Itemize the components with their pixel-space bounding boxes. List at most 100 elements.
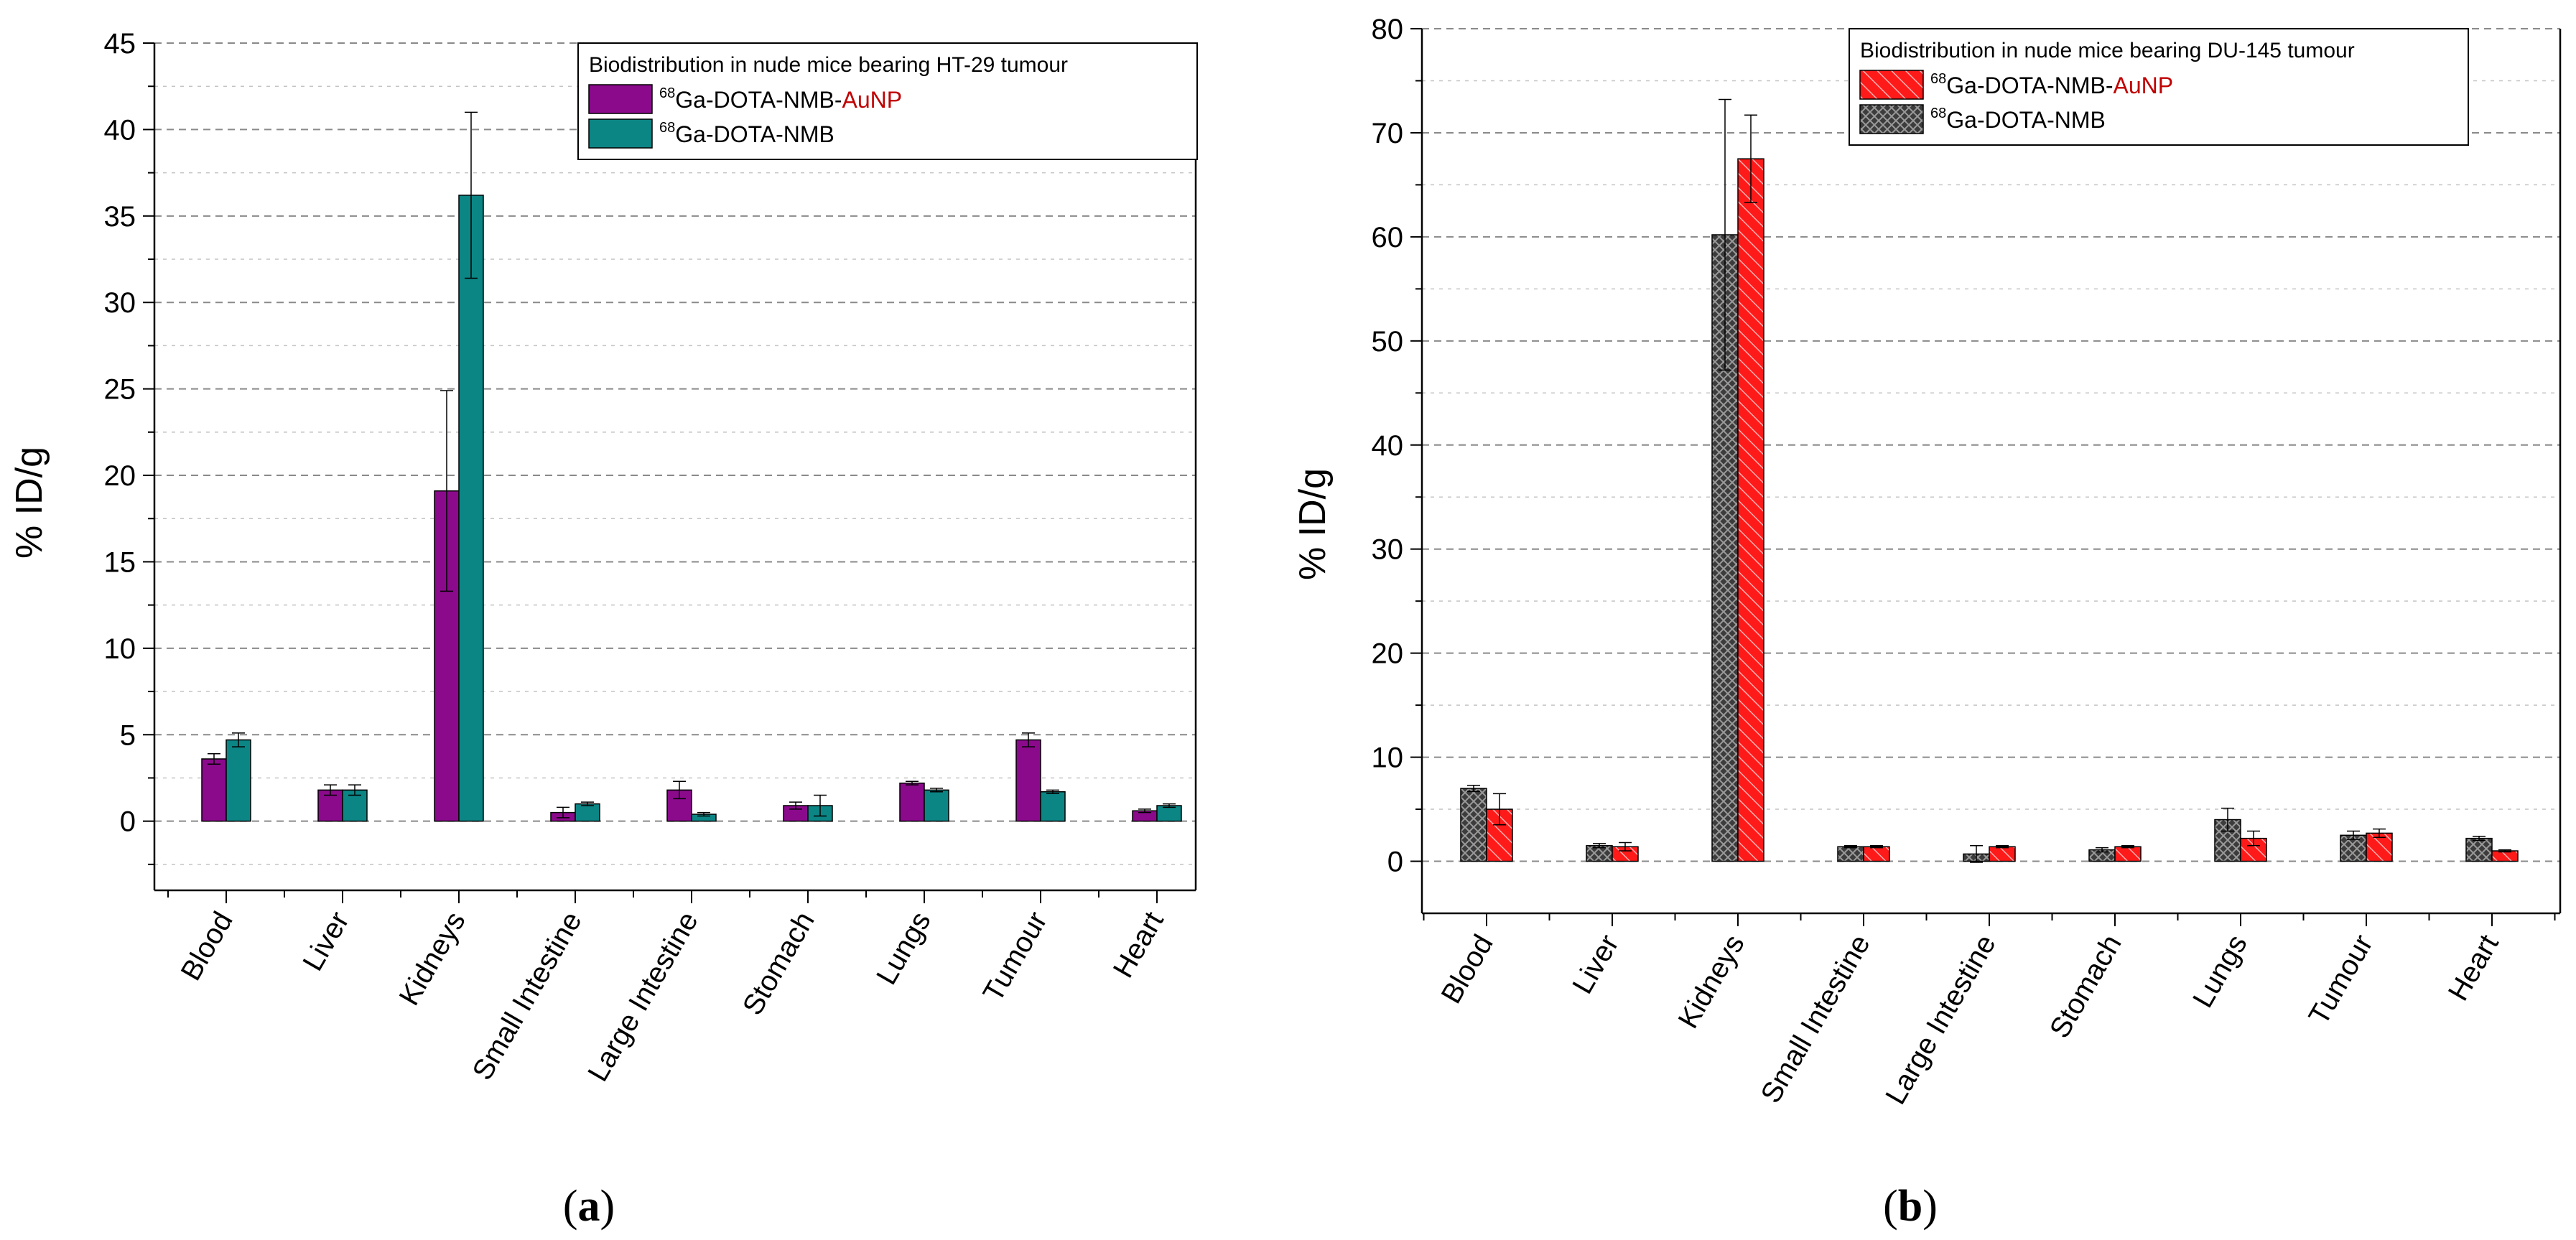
chart-a-panel-label: (a) bbox=[563, 1182, 615, 1231]
chart-a-bar-2-small-intestine bbox=[575, 803, 600, 822]
chart-a-xtick-label-liver: Liver bbox=[297, 907, 355, 976]
chart-a-xtick-label-kidneys: Kidneys bbox=[394, 907, 472, 1011]
chart-b-errorbar-2-2 bbox=[1619, 842, 1632, 852]
chart-b-axes bbox=[1410, 28, 2562, 926]
chart-b-ytick-label: 20 bbox=[1372, 638, 1404, 670]
chart-b-legend-title: Biodistribution in nude mice bearing DU-… bbox=[1860, 39, 2355, 62]
chart-b-ytick-label: 60 bbox=[1372, 222, 1404, 253]
chart-a-ytick-label: 0 bbox=[120, 806, 136, 838]
chart-b-errorbar-2-8 bbox=[2373, 828, 2386, 838]
chart-a-errorbar-1-8 bbox=[1022, 732, 1035, 747]
chart-b-ytick-label: 80 bbox=[1372, 14, 1404, 45]
chart-b-ytick-label: 0 bbox=[1387, 847, 1403, 878]
chart-a-errorbar-2-2 bbox=[348, 784, 361, 796]
chart-a-legend-swatch-2 bbox=[588, 118, 653, 149]
chart-b-ytick-label: 50 bbox=[1372, 326, 1404, 358]
chart-a-ytick-label: 20 bbox=[104, 460, 136, 492]
chart-b-errorbar-2-6 bbox=[2121, 845, 2134, 849]
chart-b-legend-swatch-1 bbox=[1859, 70, 1924, 100]
chart-b-legend-swatch-2 bbox=[1859, 104, 1924, 134]
chart-a-errorbar-1-6 bbox=[789, 801, 802, 810]
chart-b-errorbar-2-5 bbox=[1996, 845, 2009, 849]
chart-b-errorbar-1-6 bbox=[2096, 847, 2108, 853]
chart-b-legend-label-2: 68Ga-DOTA-NMB bbox=[1930, 106, 2106, 133]
chart-a-errorbar-1-9 bbox=[1138, 808, 1151, 814]
chart-a-errorbar-2-6 bbox=[814, 794, 827, 817]
chart-a-ytick-label: 30 bbox=[104, 287, 136, 319]
chart-a-legend: Biodistribution in nude mice bearing HT-… bbox=[577, 42, 1198, 160]
chart-a-errorbar-2-1 bbox=[232, 732, 245, 747]
chart-b-ytick-label: 10 bbox=[1372, 742, 1404, 774]
chart-a-ytick-label: 5 bbox=[120, 719, 136, 751]
chart-a-ytick-label: 45 bbox=[104, 28, 136, 60]
chart-a-panel-letter: a bbox=[578, 1182, 600, 1231]
chart-b-ytick-label: 40 bbox=[1372, 430, 1404, 462]
chart-b-errorbars bbox=[1467, 98, 2511, 863]
chart-b-bar-2-small-intestine bbox=[1863, 846, 1890, 862]
chart-a-xtick-label-tumour: Tumour bbox=[977, 907, 1054, 1007]
chart-a-xtick-label-heart: Heart bbox=[1107, 907, 1170, 984]
chart-b-xticklabels: Blood Liver Kidneys Small Intestine Large In… bbox=[1436, 930, 2505, 1110]
chart-b-ylabel: % ID/g bbox=[1292, 468, 1334, 580]
chart-a-errorbar-2-3 bbox=[465, 111, 478, 279]
chart-a-ytick-label: 35 bbox=[104, 201, 136, 233]
chart-a-bars bbox=[201, 195, 1182, 822]
chart-b-bar-2-kidneys bbox=[1737, 158, 1764, 862]
chart-b-xtick-label-lungs: Lungs bbox=[2187, 930, 2254, 1013]
chart-a-errorbar-2-4 bbox=[581, 801, 594, 806]
chart-a-axes bbox=[143, 42, 1197, 903]
chart-b-legend-label-1: 68Ga-DOTA-NMB-AuNP bbox=[1930, 71, 2173, 98]
chart-a-ytick-label: 15 bbox=[104, 546, 136, 578]
chart-a-errorbar-2-9 bbox=[1163, 803, 1176, 808]
chart-b-bar-1-small-intestine bbox=[1837, 846, 1864, 862]
chart-a-xtick-label-lungs: Lungs bbox=[870, 907, 937, 990]
chart-b-errorbar-2-1 bbox=[1493, 793, 1506, 826]
chart-b: % ID/g 0 10 20 30 40 50 60 70 80 Blood Liver Kidne… bbox=[1292, 14, 2562, 1231]
chart-b-bar-1-heart bbox=[2465, 837, 2493, 862]
chart-a-errorbar-1-1 bbox=[208, 753, 220, 765]
chart-a-ylabel: % ID/g bbox=[9, 447, 50, 559]
chart-b-xtick-label-kidneys: Kidneys bbox=[1673, 930, 1751, 1034]
chart-b-errorbar-1-9 bbox=[2473, 835, 2486, 842]
chart-a-legend-label-2: 68Ga-DOTA-NMB bbox=[659, 120, 834, 147]
chart-a-bar-2-heart bbox=[1156, 805, 1182, 822]
chart-a-errorbar-2-8 bbox=[1046, 789, 1059, 794]
chart-b-errorbar-1-4 bbox=[1844, 845, 1857, 849]
chart-a-legend-title: Biodistribution in nude mice bearing HT-… bbox=[589, 53, 1068, 77]
chart-b-bar-2-stomach bbox=[2114, 846, 2142, 862]
chart-a-bar-2-blood bbox=[225, 739, 251, 822]
chart-b-errorbar-1-8 bbox=[2347, 830, 2360, 840]
chart-a-ytick-label: 40 bbox=[104, 114, 136, 146]
chart-b-errorbar-1-1 bbox=[1467, 784, 1480, 793]
chart-b-yticklabels: 0 10 20 30 40 50 60 70 80 bbox=[1372, 14, 1404, 878]
chart-b-legend-box bbox=[1849, 28, 2469, 146]
chart-a-errorbar-1-2 bbox=[324, 784, 337, 796]
chart-b-errorbar-2-4 bbox=[1870, 845, 1883, 849]
chart-b-xtick-label-large-intestine: Large Intestine bbox=[1879, 930, 2001, 1110]
chart-a-legend-label-1: 68Ga-DOTA-NMB-AuNP bbox=[659, 85, 902, 113]
chart-b-ytick-label: 30 bbox=[1372, 534, 1404, 566]
chart-b-xtick-label-heart: Heart bbox=[2442, 930, 2505, 1007]
chart-a-bar-2-tumour bbox=[1040, 791, 1066, 822]
chart-b-xtick-label-tumour: Tumour bbox=[2303, 930, 2379, 1030]
chart-a-xtick-label-large-intestine: Large Intestine bbox=[582, 907, 704, 1087]
chart-b-ytick-label: 70 bbox=[1372, 118, 1404, 149]
chart-a-legend-swatch-1 bbox=[588, 84, 653, 114]
chart-b-xtick-label-blood: Blood bbox=[1436, 930, 1499, 1010]
chart-a-bar-1-tumour bbox=[1015, 739, 1041, 822]
chart-b-xtick-label-small-intestine: Small Intestine bbox=[1755, 930, 1877, 1109]
chart-b-panel-label: (b) bbox=[1883, 1182, 1938, 1231]
chart-a: % ID/g 0 5 10 15 20 25 30 35 40 45 Blood Liver Kidn… bbox=[9, 28, 1198, 1231]
chart-a-errorbars bbox=[208, 111, 1176, 819]
chart-a-errorbar-1-5 bbox=[673, 780, 686, 800]
chart-b-xtick-label-stomach: Stomach bbox=[2044, 930, 2128, 1044]
chart-b-panel-letter: b bbox=[1898, 1182, 1922, 1231]
chart-a-errorbar-1-7 bbox=[906, 780, 919, 786]
chart-b-bar-2-large-intestine bbox=[1989, 846, 2016, 862]
chart-a-xtick-label-stomach: Stomach bbox=[737, 907, 821, 1021]
chart-a-xtick-label-small-intestine: Small Intestine bbox=[467, 907, 588, 1086]
chart-a-xtick-label-blood: Blood bbox=[175, 907, 239, 987]
chart-b-xtick-label-liver: Liver bbox=[1566, 930, 1624, 999]
chart-b-errorbar-1-2 bbox=[1593, 843, 1606, 849]
